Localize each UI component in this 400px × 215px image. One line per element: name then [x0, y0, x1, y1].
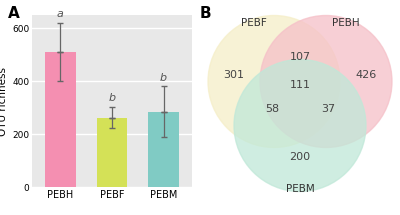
Circle shape: [260, 15, 392, 147]
Text: PEBH: PEBH: [332, 18, 360, 29]
Text: PEBF: PEBF: [241, 18, 267, 29]
Text: b: b: [160, 72, 167, 83]
Bar: [45, 52, 76, 187]
Bar: [148, 112, 179, 187]
Text: B: B: [200, 6, 212, 22]
Text: PEBM: PEBM: [286, 184, 314, 195]
Text: b: b: [108, 93, 116, 103]
Y-axis label: OTU richness: OTU richness: [0, 67, 8, 135]
Text: a: a: [57, 9, 64, 19]
Text: 58: 58: [265, 104, 279, 115]
Text: 301: 301: [224, 71, 244, 80]
Bar: [96, 118, 128, 187]
Text: 107: 107: [290, 52, 310, 63]
Text: 426: 426: [355, 71, 377, 80]
Circle shape: [208, 15, 340, 147]
Text: 37: 37: [321, 104, 335, 115]
Text: 200: 200: [290, 152, 310, 163]
Text: 111: 111: [290, 80, 310, 91]
Text: A: A: [8, 6, 20, 22]
Circle shape: [234, 60, 366, 192]
